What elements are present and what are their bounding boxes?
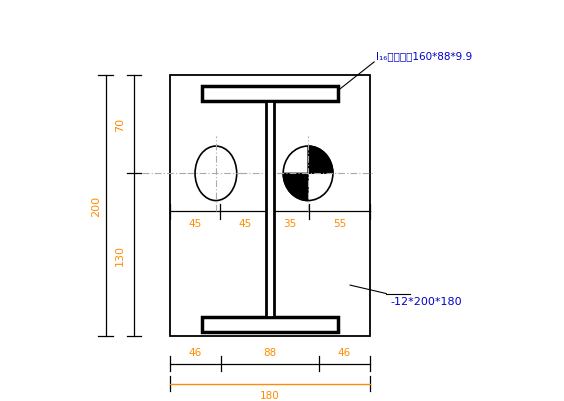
Polygon shape [308, 147, 333, 174]
Bar [170, 76, 370, 336]
Bar [202, 87, 338, 102]
Text: 70: 70 [114, 118, 125, 132]
Polygon shape [283, 174, 308, 201]
Text: I₁₆工字钢为160*88*9.9: I₁₆工字钢为160*88*9.9 [376, 51, 473, 61]
Bar [266, 102, 275, 317]
Text: 180: 180 [260, 390, 280, 400]
Text: 46: 46 [338, 348, 351, 358]
Text: 45: 45 [239, 218, 252, 228]
Text: 55: 55 [333, 218, 346, 228]
Text: 35: 35 [283, 218, 296, 228]
Text: 46: 46 [189, 348, 202, 358]
Text: 45: 45 [188, 218, 201, 228]
Bar [202, 317, 338, 332]
Text: 200: 200 [91, 195, 100, 217]
Text: 130: 130 [114, 244, 125, 265]
Ellipse shape [195, 147, 237, 201]
Text: -12*200*180: -12*200*180 [390, 296, 462, 306]
Text: 88: 88 [263, 348, 276, 358]
